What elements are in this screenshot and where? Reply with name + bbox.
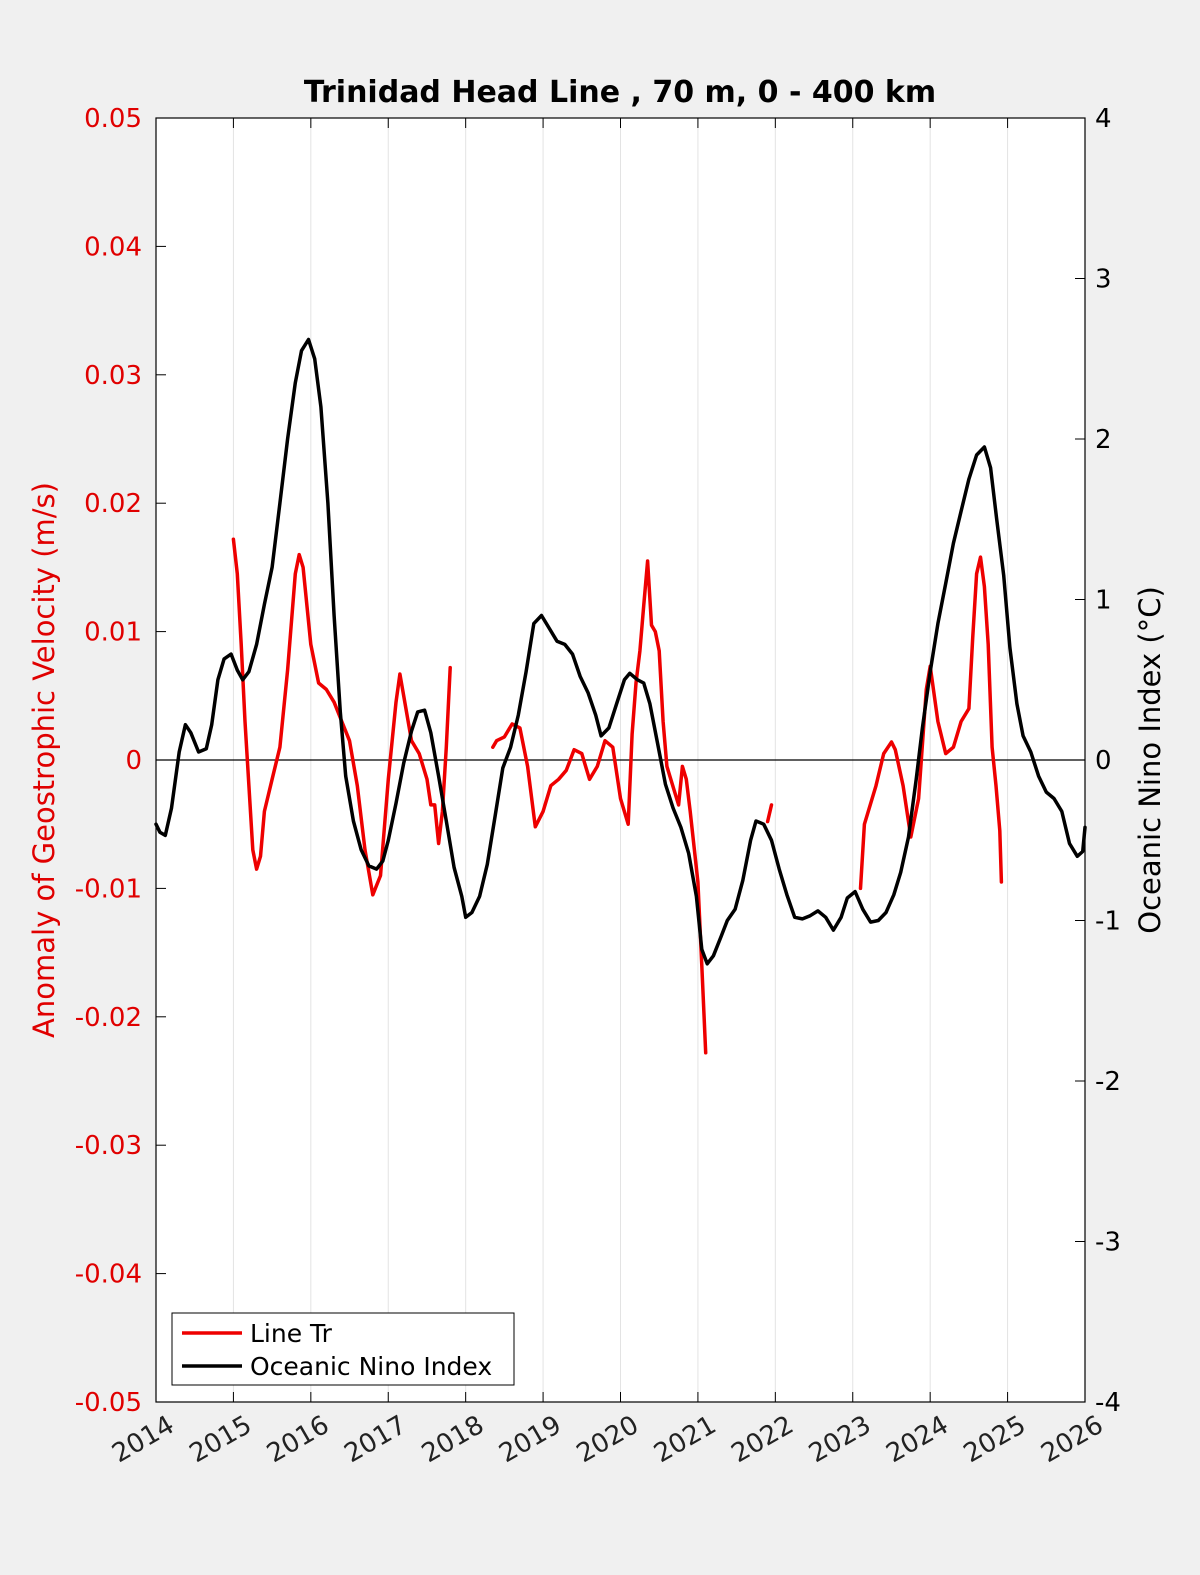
y-left-tick-label: -0.03 [75,1131,142,1161]
y-left-tick-label: -0.01 [75,874,142,904]
y-right-tick-label: 2 [1095,425,1112,455]
x-tick-label: 2023 [804,1410,876,1469]
x-tick-label: 2022 [727,1410,799,1469]
y-left-tick-label: -0.04 [75,1260,142,1290]
series-segment [231,537,452,897]
y-left-tick-label: 0.04 [84,232,142,262]
x-tick-label: 2017 [339,1410,411,1469]
left-axis: 0.05 0.04 0.03 0.02 0.01 0 -0.01 -0.02 -0.03 -0.0… [75,104,166,1418]
y-right-tick-label: -2 [1095,1067,1121,1097]
legend: Line Tr Oceanic Nino Index [171,1312,515,1386]
y-right-tick-label: 3 [1095,265,1112,295]
x-tick-label: 2015 [185,1410,257,1469]
y-left-tick-label: 0.02 [84,489,142,519]
y-left-tick-label: 0.01 [84,618,142,648]
chart-title: Trinidad Head Line , 70 m, 0 - 400 km [304,75,936,110]
right-axis: 4 3 2 1 0 -1 -2 -3 -4 [1075,104,1121,1418]
series-segment [491,559,708,1055]
y-left-tick-label: 0.03 [84,361,142,391]
y-right-tick-label: 4 [1095,104,1112,134]
y-left-tick-label: -0.05 [75,1388,142,1418]
series [154,337,1087,1055]
series-oni [154,337,1087,966]
series-segment [154,337,1087,966]
y-right-tick-label: -1 [1095,907,1121,937]
legend-label-oni: Oceanic Nino Index [250,1352,492,1381]
y-right-tick-label: -3 [1095,1228,1121,1258]
y-right-tick-label: 1 [1095,586,1112,616]
x-tick-label: 2020 [572,1410,644,1469]
x-tick-label: 2021 [649,1410,721,1469]
series-line-tr [231,537,1004,1055]
x-tick-label: 2026 [1036,1410,1108,1469]
y-left-tick-label: 0 [125,746,142,776]
x-tick-label: 2014 [107,1410,179,1469]
legend-box [171,1312,515,1386]
y-left-tick-label: -0.02 [75,1003,142,1033]
x-tick-label: 2025 [959,1410,1031,1469]
y-axis-label-left: Anomaly of Geostrophic Velocity (m/s) [27,482,61,1038]
y-left-tick-label: 0.05 [84,104,142,134]
series-segment [858,555,1004,891]
legend-label-line-tr: Line Tr [250,1319,333,1348]
x-tick-label: 2019 [494,1410,566,1469]
x-tick-label: 2018 [417,1410,489,1469]
x-tick-label: 2024 [881,1410,953,1469]
y-axis-label-right: Oceanic Nino Index (°C) [1133,586,1167,934]
y-right-tick-label: -4 [1095,1388,1121,1418]
y-right-tick-label: 0 [1095,746,1112,776]
x-tick-label: 2016 [262,1410,334,1469]
series-segment [765,803,774,824]
